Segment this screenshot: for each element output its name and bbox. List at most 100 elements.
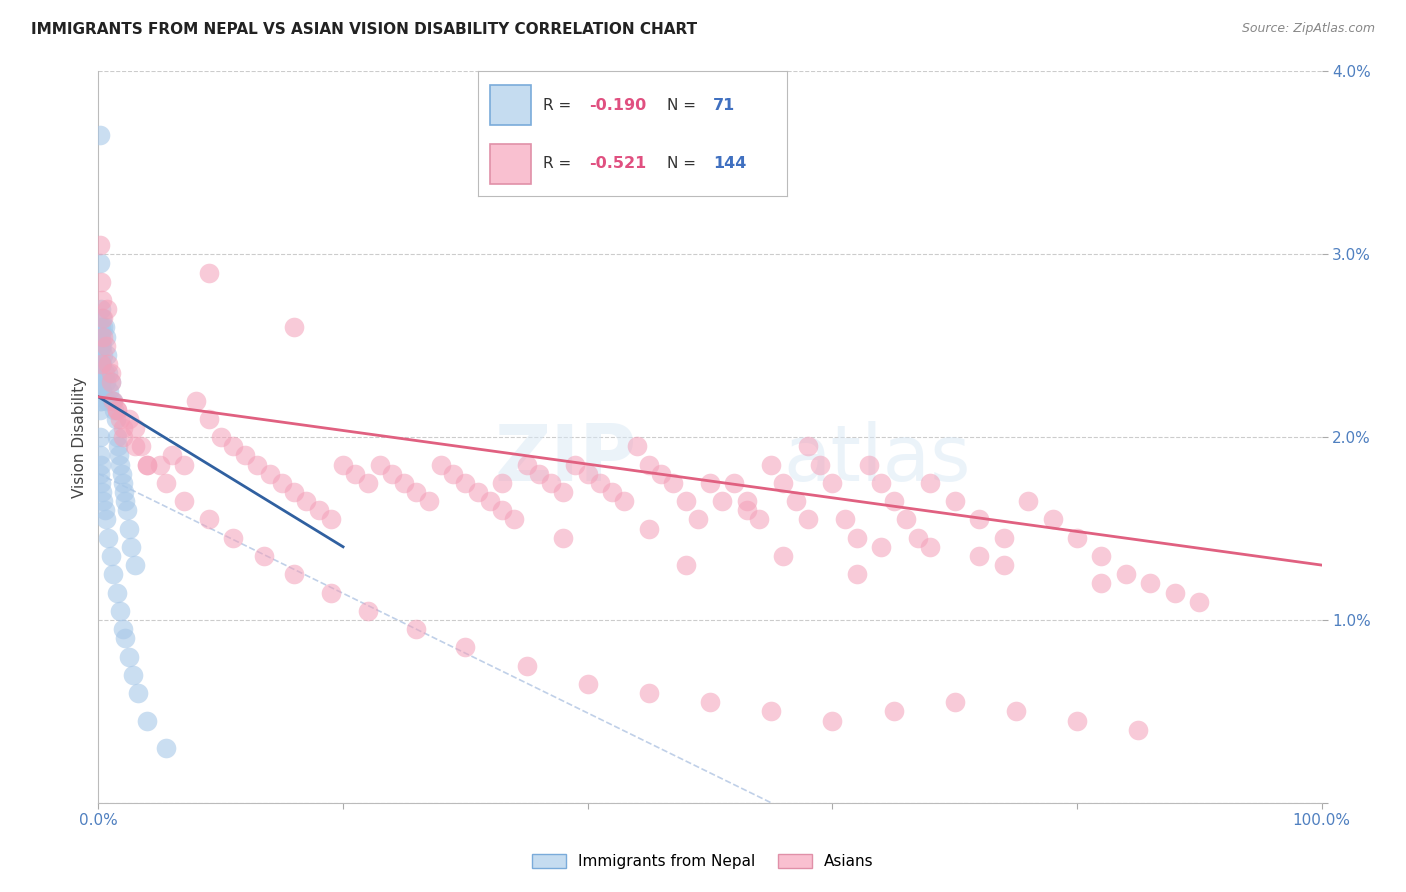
Point [114, 494, 136, 508]
Point [834, 512, 856, 526]
Point [308, 503, 330, 517]
Point [344, 467, 367, 481]
Point [118, 649, 141, 664]
Point [90, 338, 112, 352]
Point [808, 458, 831, 472]
Point [89, 376, 111, 390]
Point [100, 376, 122, 390]
Point [98, 384, 121, 399]
Point [527, 467, 550, 481]
Point [160, 449, 183, 463]
Point [564, 458, 586, 472]
Point [600, 485, 623, 500]
Point [576, 677, 599, 691]
Point [101, 567, 124, 582]
Point [101, 393, 124, 408]
Point [381, 467, 404, 481]
Point [1042, 512, 1064, 526]
Point [356, 475, 378, 490]
Point [797, 512, 820, 526]
Point [90, 357, 112, 371]
FancyBboxPatch shape [491, 144, 530, 184]
Point [1128, 723, 1150, 737]
Point [186, 393, 208, 408]
Legend: Immigrants from Nepal, Asians: Immigrants from Nepal, Asians [526, 848, 880, 875]
Point [319, 512, 342, 526]
Point [90, 275, 112, 289]
Point [155, 475, 177, 490]
Point [637, 521, 661, 535]
Text: 71: 71 [713, 97, 735, 112]
Point [97, 357, 120, 371]
Point [118, 412, 141, 426]
Point [356, 604, 378, 618]
Point [89, 393, 111, 408]
Point [97, 366, 120, 380]
Point [111, 421, 134, 435]
Point [94, 512, 117, 526]
Point [503, 512, 526, 526]
Point [821, 714, 844, 728]
Point [699, 695, 721, 709]
Point [392, 475, 416, 490]
Point [118, 521, 141, 535]
Point [91, 320, 114, 334]
Point [1115, 567, 1137, 582]
Point [1164, 585, 1187, 599]
Point [94, 338, 117, 352]
Point [772, 549, 794, 563]
Point [576, 467, 599, 481]
Point [90, 475, 112, 490]
Point [111, 467, 134, 481]
Point [246, 458, 269, 472]
Text: atlas: atlas [783, 421, 972, 497]
Point [91, 311, 114, 326]
Point [540, 475, 562, 490]
FancyBboxPatch shape [491, 85, 530, 125]
Point [430, 458, 453, 472]
Point [748, 512, 770, 526]
Point [845, 531, 868, 545]
Point [105, 402, 128, 417]
Point [368, 458, 391, 472]
Point [735, 494, 758, 508]
Point [993, 558, 1015, 573]
Point [907, 531, 929, 545]
Point [91, 338, 114, 352]
Point [637, 686, 661, 700]
Point [870, 475, 893, 490]
Point [259, 467, 281, 481]
Point [96, 348, 118, 362]
Point [90, 458, 112, 472]
Text: ZIP: ZIP [495, 421, 637, 497]
Point [675, 558, 697, 573]
Point [91, 293, 114, 307]
Point [136, 458, 159, 472]
Point [93, 503, 115, 517]
Point [222, 439, 245, 453]
Text: IMMIGRANTS FROM NEPAL VS ASIAN VISION DISABILITY CORRELATION CHART: IMMIGRANTS FROM NEPAL VS ASIAN VISION DI… [31, 22, 697, 37]
Point [491, 475, 513, 490]
Point [124, 439, 146, 453]
Point [553, 531, 575, 545]
Point [797, 439, 820, 453]
Point [104, 412, 127, 426]
Point [197, 266, 219, 280]
Point [761, 458, 783, 472]
Point [478, 494, 501, 508]
Point [97, 531, 120, 545]
Text: R =: R = [543, 156, 576, 171]
Point [515, 458, 537, 472]
Point [89, 366, 111, 380]
Point [319, 585, 342, 599]
Point [100, 549, 122, 563]
Point [89, 329, 111, 343]
Point [91, 329, 114, 343]
Point [120, 540, 142, 554]
Point [90, 329, 112, 343]
Point [111, 430, 134, 444]
Point [91, 348, 114, 362]
Point [626, 439, 648, 453]
Point [270, 475, 294, 490]
Point [111, 475, 134, 490]
